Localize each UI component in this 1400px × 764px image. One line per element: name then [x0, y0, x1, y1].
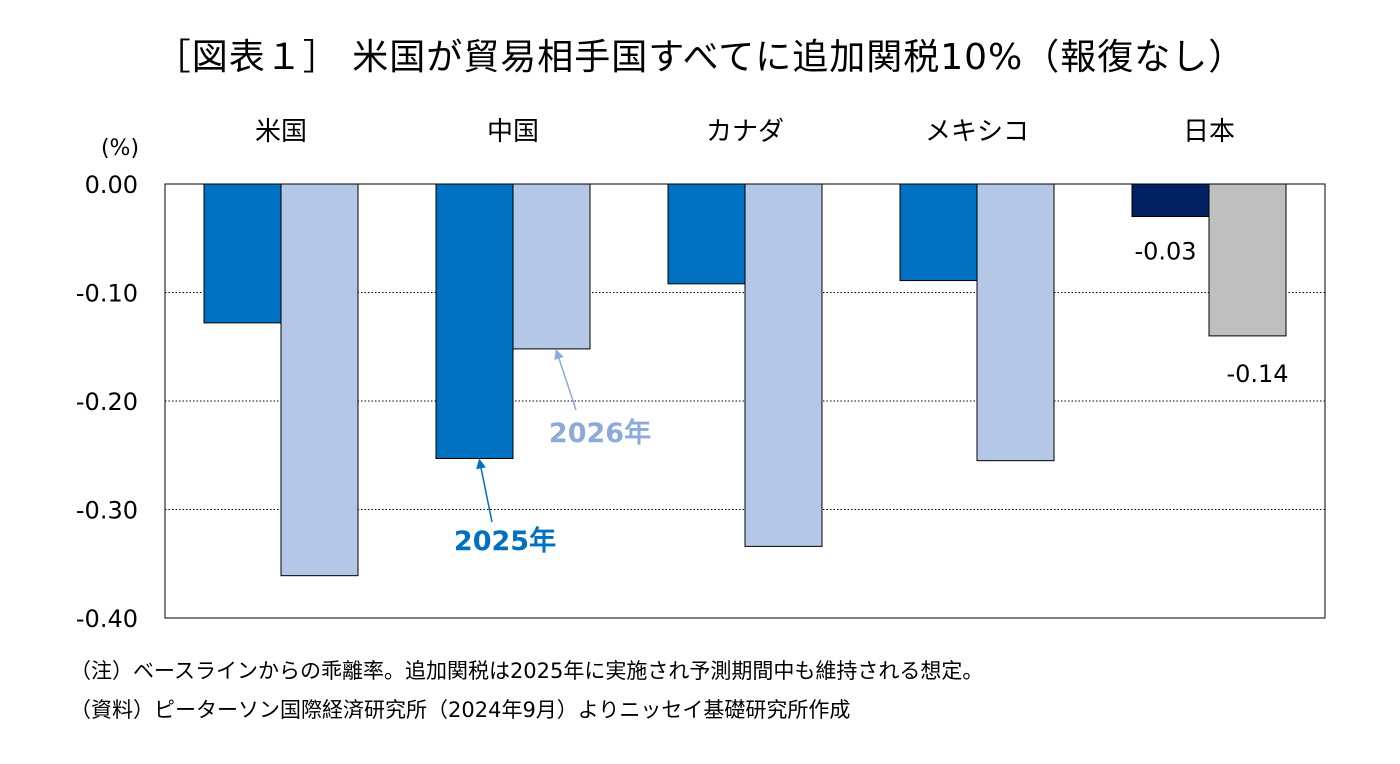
series-2026-annotation: 2026年 [549, 417, 651, 449]
data-label-japan-2026: -0.14 [1226, 360, 1288, 388]
bar-2025 [1131, 183, 1210, 218]
y-axis-ticks: 0.00 -0.10 -0.20 -0.30 -0.40 [76, 171, 138, 633]
y-tick-label: -0.10 [76, 280, 138, 308]
category-labels: 米国 中国 カナダ メキシコ 日本 [255, 117, 1235, 147]
bar-2026 [976, 183, 1055, 462]
category-label: 中国 [487, 117, 539, 147]
series-2025-arrow [476, 458, 493, 523]
bar-2025 [203, 183, 282, 324]
bar-2026 [512, 183, 591, 350]
series-2025-annotation: 2025年 [454, 525, 556, 557]
plot-area-frame [164, 183, 1326, 619]
y-axis-unit-label: (%) [101, 136, 139, 161]
footnote-source: （資料）ピーターソン国際経済研究所（2024年9月）よりニッセイ基礎研究所作成 [70, 698, 851, 722]
data-labels: -0.03 -0.14 [1134, 238, 1288, 388]
bar-2025 [667, 183, 746, 285]
bars-layer [203, 183, 1287, 577]
footnote-note: （注）ベースラインからの乖離率。追加関税は2025年に実施され予測期間中も維持さ… [70, 659, 984, 683]
category-label: メキシコ [925, 117, 1029, 147]
bar-2025 [435, 183, 514, 460]
data-label-japan-2025: -0.03 [1134, 238, 1196, 266]
bar-2026 [1208, 183, 1287, 337]
category-label: 米国 [255, 117, 307, 147]
y-tick-label: -0.40 [76, 605, 138, 633]
bar-2026 [280, 183, 359, 577]
chart-title: ［図表１］ 米国が貿易相手国すべてに追加関税10%（報復なし） [154, 37, 1246, 78]
series-2026-arrow [554, 349, 577, 411]
bar-2026 [744, 183, 823, 547]
y-tick-label: -0.20 [76, 388, 138, 416]
bar-2025 [899, 183, 978, 282]
category-label: カナダ [706, 117, 784, 147]
y-tick-label: 0.00 [85, 171, 138, 199]
category-label: 日本 [1183, 117, 1235, 147]
y-tick-label: -0.30 [76, 497, 138, 525]
